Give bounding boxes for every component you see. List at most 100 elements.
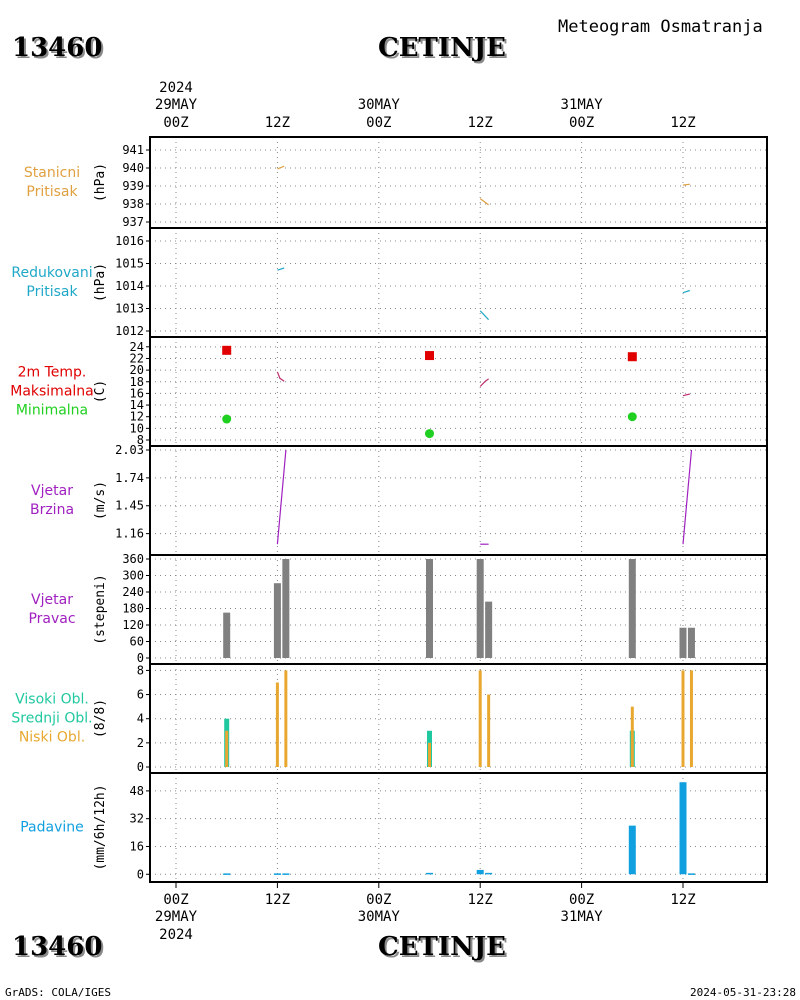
y-tick-label: 2 — [137, 736, 144, 750]
y-tick-label: 6 — [137, 688, 144, 702]
panel-label: 2m Temp. — [18, 365, 87, 381]
panel-label: Redukovani — [11, 265, 92, 281]
panel-label: Minimalna — [16, 403, 88, 419]
station-id-bottom: 13460 — [12, 932, 102, 962]
tmin-marker — [222, 414, 232, 424]
y-tick-label: 24 — [130, 340, 144, 354]
station-id-top: 13460 — [14, 35, 104, 65]
panel-frame — [149, 336, 768, 447]
hour-label-bottom: 00Z — [366, 892, 391, 908]
panel-clouds — [150, 664, 767, 773]
hour-label-top: 12Z — [265, 115, 290, 131]
panel-wind_speed — [150, 446, 767, 555]
wind-direction-bar — [223, 612, 231, 658]
hour-label-top: 00Z — [163, 115, 188, 131]
panel-label: Niski Obl. — [19, 730, 85, 746]
panel-frame — [149, 445, 768, 556]
y-tick-label: 1.74 — [115, 471, 144, 485]
y-tick-label: 48 — [130, 784, 144, 798]
panel-label: Pritisak — [26, 284, 78, 300]
panel-frame — [149, 772, 768, 883]
wind-direction-bar — [476, 559, 484, 658]
y-tick-label: 10 — [130, 421, 144, 435]
y-tick-label: 0 — [137, 867, 144, 881]
unit-label: (mm/6h/12h) — [93, 784, 108, 870]
y-tick-label: 1015 — [115, 257, 144, 271]
panel-frame — [149, 136, 768, 229]
y-tick-label: 1.45 — [115, 499, 144, 513]
y-tick-label: 0 — [137, 651, 144, 665]
y-tick-label: 2.03 — [115, 443, 144, 457]
series-line — [479, 310, 490, 321]
precip-bar — [282, 873, 290, 875]
date-label-bottom: 31MAY — [561, 909, 604, 925]
panel-label: Vjetar — [31, 592, 73, 608]
product-title: Meteogram Osmatranja — [558, 17, 763, 37]
panel-frame — [149, 663, 768, 774]
tmin-marker — [425, 429, 434, 439]
panel-precipitation — [150, 773, 767, 882]
y-tick-label: 16 — [130, 386, 144, 400]
wind-direction-bar — [687, 627, 695, 658]
y-tick-label: 0 — [137, 760, 144, 774]
hour-label-top: 00Z — [569, 115, 594, 131]
y-tick-label: 937 — [122, 215, 144, 229]
year-label-top: 2024 — [159, 80, 193, 96]
panel-label: Maksimalna — [10, 384, 94, 400]
y-tick-label: 1014 — [115, 279, 144, 293]
y-tick-label: 20 — [130, 363, 144, 377]
y-tick-label: 938 — [122, 197, 144, 211]
precip-bar — [679, 782, 687, 875]
cloud-bar — [681, 670, 685, 767]
wind-direction-bar — [426, 559, 433, 658]
credit: GrADS: COLA/IGES — [5, 986, 111, 999]
panel-label: Srednji Obl. — [11, 711, 92, 727]
panel-label: Pravac — [28, 611, 75, 627]
y-tick-label: 4 — [137, 712, 144, 726]
y-tick-label: 939 — [122, 179, 144, 193]
plot-area: 2024202429MAY29MAY00Z00Z12Z12Z30MAY30MAY… — [10, 80, 768, 943]
y-tick-label: 1016 — [115, 234, 144, 248]
hour-label-bottom: 12Z — [670, 892, 695, 908]
hour-label-bottom: 00Z — [569, 892, 594, 908]
precip-bar — [687, 873, 695, 875]
wind-direction-bar — [485, 601, 493, 658]
date-label-bottom: 30MAY — [358, 909, 401, 925]
date-label-top: 31MAY — [561, 97, 604, 113]
panel-label: Pritisak — [26, 184, 78, 200]
date-label-top: 29MAY — [155, 97, 198, 113]
station-name-top: CETINJE — [378, 33, 506, 63]
series-line — [277, 165, 285, 170]
wind-direction-bar — [273, 583, 281, 658]
y-tick-label: 22 — [130, 351, 144, 365]
station-name-bottom-shadow: CETINJE — [380, 934, 508, 964]
unit-label: (stepeni) — [93, 574, 108, 644]
unit-label: (hPa) — [93, 163, 108, 202]
wind-direction-bar — [628, 559, 636, 658]
hour-label-top: 12Z — [670, 115, 695, 131]
panel-frame — [149, 227, 768, 338]
y-tick-label: 16 — [130, 839, 144, 853]
series-line — [682, 183, 690, 186]
y-tick-label: 300 — [122, 569, 144, 583]
tmax-marker — [222, 345, 232, 355]
panel-label: Visoki Obl. — [15, 692, 89, 708]
y-tick-label: 120 — [122, 618, 144, 632]
series-line — [277, 267, 285, 271]
series-line — [479, 378, 489, 387]
hour-label-bottom: 00Z — [163, 892, 188, 908]
y-tick-label: 940 — [122, 161, 144, 175]
station-id-bottom-shadow: 13460 — [14, 934, 104, 964]
precip-bar — [223, 873, 231, 875]
panel-label: Vjetar — [31, 483, 73, 499]
y-tick-label: 360 — [122, 552, 144, 566]
date-label-top: 30MAY — [358, 97, 401, 113]
precip-bar — [273, 873, 281, 875]
series-line — [479, 198, 489, 206]
tmax-marker — [425, 351, 434, 361]
precip-bar — [426, 872, 433, 875]
station-id-top-fg: 13460 — [12, 33, 102, 63]
cloud-bar — [275, 682, 279, 767]
y-tick-label: 12 — [130, 410, 144, 424]
y-tick-label: 18 — [130, 375, 144, 389]
